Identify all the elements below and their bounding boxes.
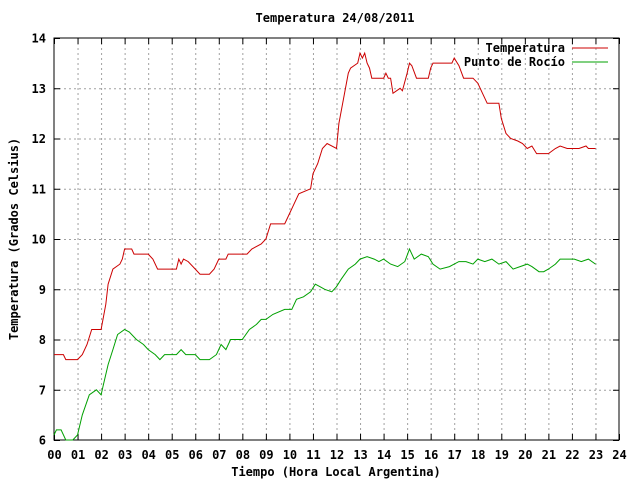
x-tick-label: 03: [118, 448, 132, 462]
x-tick-label: 18: [471, 448, 485, 462]
y-tick-label: 7: [39, 383, 46, 397]
y-tick-label: 14: [32, 32, 46, 46]
x-tick-label: 10: [283, 448, 297, 462]
x-tick-label: 23: [589, 448, 603, 462]
y-tick-label: 6: [39, 434, 46, 448]
x-axis: 00 01 02 03 04 05 06 07 08 09 10 11 12 13 14 15 16 17 18 19…: [47, 38, 627, 462]
x-tick-label: 13: [353, 448, 367, 462]
x-tick-label: 19: [495, 448, 509, 462]
y-tick-label: 12: [32, 132, 46, 146]
x-tick-label: 00: [47, 448, 61, 462]
x-tick-label: 20: [518, 448, 532, 462]
series-lines: [53, 51, 596, 441]
y-tick-label: 10: [32, 233, 46, 247]
y-tick-label: 8: [39, 333, 46, 347]
chart-title: Temperatura 24/08/2011: [256, 11, 415, 25]
x-tick-label: 15: [400, 448, 414, 462]
x-tick-label: 05: [165, 448, 179, 462]
x-tick-label: 21: [542, 448, 556, 462]
x-tick-label: 08: [236, 448, 250, 462]
y-tick-label: 9: [39, 283, 46, 297]
series-line-punto-de-rocio: [53, 247, 596, 441]
x-tick-label: 24: [612, 448, 626, 462]
x-tick-label: 02: [94, 448, 108, 462]
x-tick-label: 12: [330, 448, 344, 462]
x-tick-label: 17: [447, 448, 461, 462]
y-tick-label: 13: [32, 82, 46, 96]
x-tick-label: 11: [306, 448, 320, 462]
y-axis: 6 7 8 9 10 11 12 13 14: [32, 32, 619, 448]
x-tick-label: 22: [565, 448, 579, 462]
x-tick-label: 04: [141, 448, 155, 462]
series-line-temperatura: [54, 51, 596, 361]
x-tick-label: 06: [189, 448, 203, 462]
grid-lines: [54, 38, 619, 440]
y-axis-label: Temperatura (Grados Celsius): [7, 138, 21, 340]
x-tick-label: 07: [212, 448, 226, 462]
x-tick-label: 01: [71, 448, 85, 462]
x-tick-label: 16: [424, 448, 438, 462]
x-axis-label: Tiempo (Hora Local Argentina): [231, 465, 441, 479]
x-tick-label: 09: [259, 448, 273, 462]
legend-label: Temperatura: [486, 41, 565, 55]
legend-label: Punto de Rocío: [464, 55, 565, 69]
y-tick-label: 11: [32, 182, 46, 196]
x-tick-label: 14: [377, 448, 391, 462]
